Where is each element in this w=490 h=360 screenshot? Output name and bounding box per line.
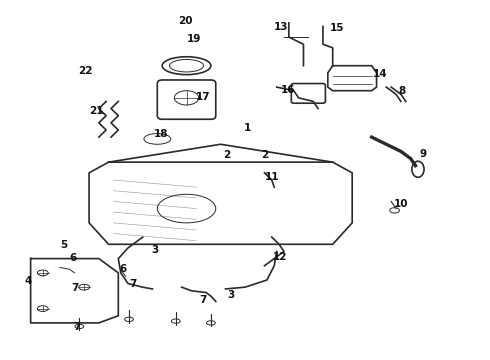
Text: 15: 15 [329, 23, 344, 33]
Text: 10: 10 [393, 199, 408, 209]
Text: 7: 7 [129, 279, 137, 289]
Text: 16: 16 [281, 85, 295, 95]
Text: 2: 2 [223, 150, 230, 160]
Text: 20: 20 [178, 16, 193, 26]
Text: 4: 4 [24, 276, 32, 286]
Text: 13: 13 [274, 22, 289, 32]
Text: 8: 8 [398, 86, 406, 96]
Text: 18: 18 [154, 129, 169, 139]
Text: 19: 19 [187, 34, 201, 44]
Text: 17: 17 [196, 92, 211, 102]
Text: 12: 12 [273, 252, 287, 262]
Text: 7: 7 [73, 322, 80, 332]
Text: 14: 14 [373, 68, 388, 78]
Text: 11: 11 [265, 172, 279, 182]
Text: 21: 21 [89, 107, 104, 116]
Text: 7: 7 [199, 295, 207, 305]
Text: 7: 7 [71, 283, 78, 293]
Text: 5: 5 [60, 240, 68, 250]
Text: 3: 3 [151, 245, 158, 255]
Text: 22: 22 [78, 66, 93, 76]
Text: 6: 6 [120, 264, 127, 274]
Text: 6: 6 [70, 253, 77, 263]
Text: 3: 3 [228, 290, 235, 300]
Text: 9: 9 [419, 149, 426, 159]
Text: 1: 1 [244, 123, 251, 133]
Text: 2: 2 [261, 150, 268, 160]
